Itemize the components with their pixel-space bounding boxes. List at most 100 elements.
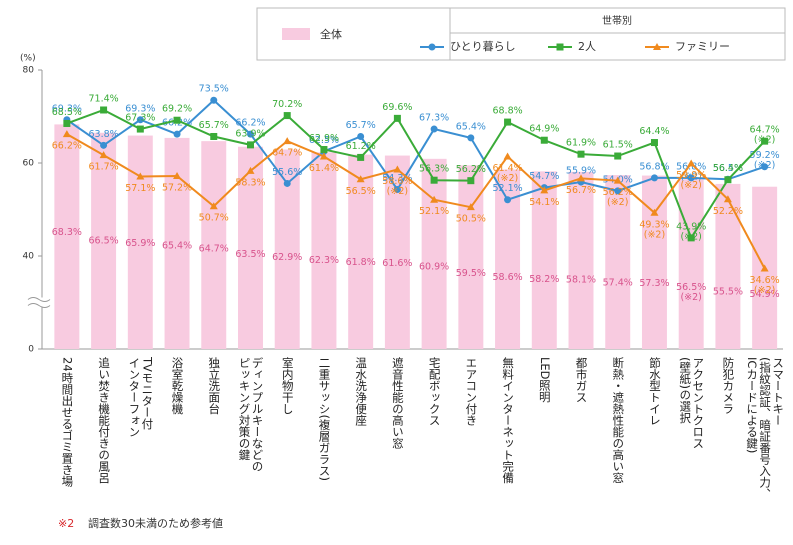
marker <box>577 150 585 158</box>
value-note: (※2) <box>387 186 408 197</box>
marker <box>246 141 254 149</box>
value-label: 56.7% <box>566 185 596 196</box>
line <box>66 108 766 241</box>
x-tick-label: 二重サッシ(複層ガラス) <box>317 357 331 481</box>
bar <box>311 152 337 349</box>
marker <box>540 186 549 194</box>
value-note: (※2) <box>754 135 775 146</box>
x-tick-label: 無料インターネット完備 <box>501 356 515 484</box>
y-tick-label: 40 <box>23 252 35 262</box>
value-label: 56.2% <box>456 164 486 175</box>
value-label: 66.2% <box>235 118 265 129</box>
bar <box>605 175 631 349</box>
x-tick-label: 温水洗浄便座 <box>354 356 368 427</box>
value-label: 63.8% <box>88 129 118 140</box>
marker <box>319 152 328 160</box>
marker <box>246 130 254 138</box>
marker <box>283 137 292 145</box>
x-tick-label: 浴室乾燥機 <box>171 357 185 415</box>
x-tick-label: 防犯カメラ <box>721 356 735 414</box>
x-tick-label: 追い焚き機能付きの風呂 <box>97 356 111 484</box>
x-tick-label: ピッキング対策の鍵 <box>237 357 251 461</box>
value-label: 61.5% <box>603 140 633 151</box>
value-label: 50.5% <box>456 214 486 225</box>
marker <box>466 203 475 211</box>
marker <box>63 119 71 127</box>
value-label: 68.5% <box>52 107 82 118</box>
y-tick-label: 60 <box>23 159 35 169</box>
value-note: (※2) <box>754 160 775 171</box>
value-label: 56.8% <box>639 161 669 172</box>
value-label: 65.4% <box>456 121 486 132</box>
value-label: 60.9% <box>419 261 449 272</box>
marker <box>650 208 659 216</box>
marker <box>393 165 402 173</box>
footnote: 調査数30未満のため参考値 <box>88 516 223 530</box>
marker <box>577 174 586 182</box>
value-label: 52.2% <box>713 206 743 217</box>
value-label: 52.1% <box>492 183 522 194</box>
footnote-mark: ※2 <box>58 517 74 530</box>
y-tick-label: 0 <box>28 345 34 355</box>
value-label: 62.3% <box>309 255 339 266</box>
value-label: 54.9% <box>750 289 780 300</box>
legend-marker <box>428 43 436 51</box>
x-tick-label: (壁紙)の選択 <box>678 357 692 424</box>
bar <box>274 149 300 349</box>
x-tick-label: ディンプルキーなどの <box>250 356 264 472</box>
marker <box>283 112 291 120</box>
value-label: 56.4% <box>713 163 743 174</box>
marker <box>650 174 658 182</box>
legend-marker <box>556 43 564 51</box>
marker <box>504 118 512 126</box>
value-label: 61.8% <box>346 257 376 268</box>
value-label: 66.2% <box>52 141 82 152</box>
marker <box>540 136 548 144</box>
x-tick-label: 断熱・遮熱性能の高い窓 <box>611 356 625 483</box>
value-label: 55.9% <box>566 166 596 177</box>
value-note: (※2) <box>644 229 665 240</box>
marker <box>430 125 438 133</box>
bar <box>238 146 263 349</box>
marker <box>210 96 218 104</box>
value-label: 58.6% <box>382 176 412 187</box>
marker <box>467 134 475 142</box>
value-label: 63.5% <box>235 249 265 260</box>
marker <box>614 152 622 160</box>
marker <box>723 195 732 203</box>
marker <box>503 152 512 160</box>
value-label: 61.6% <box>382 258 412 269</box>
value-label: 58.2% <box>529 274 559 285</box>
line <box>66 133 766 270</box>
marker <box>356 175 365 183</box>
marker <box>687 159 696 167</box>
value-label: 55.6% <box>272 167 302 178</box>
x-tick-label: 節水型トイレ <box>648 356 662 426</box>
value-label: 73.5% <box>199 84 229 95</box>
legend-label: 2人 <box>578 40 596 53</box>
bar <box>678 179 704 349</box>
x-tick-label: ICカードによる鍵) <box>745 357 759 453</box>
marker <box>136 116 144 124</box>
value-label: 57.2% <box>162 183 192 194</box>
value-label: 34.6% <box>750 275 780 286</box>
x-tick-label: 宅配ボックス <box>428 356 442 426</box>
value-label: 67.3% <box>419 113 449 124</box>
value-label: 50.7% <box>199 213 229 224</box>
x-tick-label: TVモニター付 <box>140 356 154 430</box>
marker <box>504 196 512 204</box>
bar <box>91 132 117 349</box>
value-label: 61.9% <box>566 138 596 149</box>
value-label: 59.2% <box>750 150 780 161</box>
axis-break <box>28 297 50 308</box>
marker <box>393 114 401 122</box>
value-label: 70.2% <box>272 99 302 110</box>
value-label: 58.1% <box>566 274 596 285</box>
value-label: 62.9% <box>309 133 339 144</box>
value-label: 64.7% <box>199 244 229 255</box>
marker <box>761 137 769 145</box>
value-label: 62.5% <box>309 135 339 146</box>
legend-label: ひとり暮らし <box>450 39 516 53</box>
marker <box>687 174 695 182</box>
